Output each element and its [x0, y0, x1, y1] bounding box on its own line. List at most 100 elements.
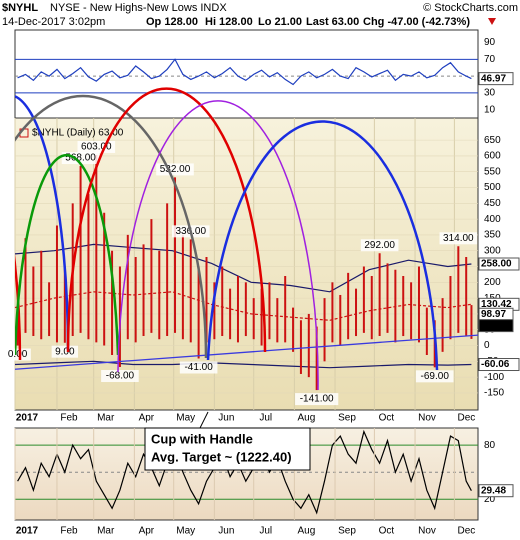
x-tick-label: Jun	[218, 526, 234, 537]
top-panel	[14, 29, 479, 119]
value-tag-box	[478, 319, 514, 333]
point-label: 314.00	[443, 233, 474, 244]
value-tag: -60.06	[481, 359, 510, 370]
point-label: 532.00	[160, 164, 191, 175]
value-tag: 29.48	[481, 485, 506, 496]
trendline	[14, 334, 479, 370]
low: Lo 21.00	[258, 16, 302, 28]
credit: © StockCharts.com	[423, 2, 518, 14]
arc	[66, 87, 267, 353]
x-tick-label: Jun	[218, 413, 234, 424]
value-tag: 98.97	[481, 309, 506, 320]
y-tick-label: 350	[484, 230, 501, 241]
y-tick-label: 200	[484, 277, 501, 288]
x-tick-label: 2017	[16, 413, 39, 424]
arc	[15, 153, 120, 356]
main-title: $NYHL (Daily) 63.00	[32, 128, 124, 139]
arc	[15, 95, 70, 351]
y-tick-label: -100	[484, 372, 504, 383]
y-tick-label: 300	[484, 245, 501, 256]
point-label-box	[101, 370, 139, 383]
x-tick-label: Nov	[418, 413, 436, 424]
point-label: -69.00	[421, 371, 450, 382]
x-tick-label: Feb	[60, 526, 78, 537]
x-tick-label: 2017	[16, 526, 39, 537]
point-label: -68.00	[106, 371, 135, 382]
indicator-line	[17, 58, 472, 86]
x-tick-label: Aug	[297, 526, 315, 537]
y-tick-label: 650	[484, 135, 501, 146]
point-label-box	[4, 348, 31, 361]
arc	[15, 94, 208, 359]
x-tick-label: Oct	[379, 526, 395, 537]
x-tick-label: Apr	[139, 526, 155, 537]
x-tick-label: Sep	[338, 526, 356, 537]
description: NYSE - New Highs-New Lows INDX	[50, 2, 227, 14]
value-tag: 46.97	[481, 73, 506, 84]
x-tick-label: Sep	[338, 413, 356, 424]
date: 14-Dec-2017 3:02pm	[2, 16, 105, 28]
x-tick-label: May	[176, 413, 195, 424]
value-tag-box	[478, 257, 520, 271]
arc	[117, 100, 319, 391]
value-tag: 258.00	[481, 259, 512, 270]
point-label: 603.00	[81, 142, 112, 153]
annotation-pointer	[199, 411, 209, 429]
point-label-box	[439, 232, 478, 245]
point-label-box	[51, 345, 79, 358]
point-label: -141.00	[300, 394, 334, 405]
point-label: -41.00	[184, 362, 213, 373]
x-tick-label: Apr	[139, 413, 155, 424]
y-tick-label: 550	[484, 166, 501, 177]
y-tick-label: 500	[484, 182, 501, 193]
change: Chg -47.00 (-42.73%)	[363, 16, 470, 28]
point-label-box	[360, 239, 399, 252]
point-label-box	[179, 361, 218, 374]
annotation-line: Avg. Target ~ (1222.40)	[151, 449, 292, 464]
band-upper	[14, 243, 472, 293]
x-tick-label: Oct	[379, 413, 395, 424]
value-tag-box	[478, 72, 514, 86]
cycle-arcs	[15, 87, 439, 391]
x-tick-label: Dec	[457, 526, 475, 537]
open: Op 128.00	[146, 16, 198, 28]
point-label-box	[295, 393, 339, 406]
down-arrow	[488, 18, 496, 25]
y-tick-label: -150	[484, 388, 504, 399]
value-tag-box	[478, 358, 520, 372]
point-label: 568.00	[65, 153, 96, 164]
point-label: 9.00	[55, 346, 75, 357]
y-tick-label: 400	[484, 214, 501, 225]
point-label: 0.00	[8, 349, 28, 360]
y-tick-label: 20	[484, 494, 496, 505]
x-tick-label: Jul	[259, 413, 272, 424]
y-tick-label: 70	[484, 54, 496, 65]
x-tick-label: Dec	[457, 413, 475, 424]
x-tick-label: Jul	[259, 526, 272, 537]
x-tick-label: Feb	[60, 413, 78, 424]
high: Hi 128.00	[205, 16, 253, 28]
y-tick-label: 90	[484, 37, 496, 48]
value-tag-box	[478, 484, 514, 498]
value-tag: 63.00	[481, 320, 506, 331]
x-tick-label: Nov	[418, 526, 436, 537]
y-tick-label: 600	[484, 151, 501, 162]
y-tick-label: 450	[484, 198, 501, 209]
x-tick-label: Mar	[97, 526, 115, 537]
annotation-box	[144, 427, 311, 471]
value-tag: 130.42	[481, 299, 512, 310]
annotation-line: Cup with Handle	[151, 431, 253, 446]
y-tick-label: 0	[484, 340, 490, 351]
y-tick-label: 10	[484, 104, 496, 115]
x-tick-label: Mar	[97, 413, 115, 424]
band-middle	[14, 291, 472, 321]
symbol: $NYHL	[2, 2, 38, 14]
last: Last 63.00	[306, 16, 359, 28]
x-tick-label: Aug	[297, 413, 315, 424]
band-lower	[14, 360, 472, 369]
x-tick-label: May	[176, 526, 195, 537]
y-tick-label: 80	[484, 440, 496, 451]
arc	[206, 120, 439, 371]
point-label-box	[415, 370, 454, 383]
